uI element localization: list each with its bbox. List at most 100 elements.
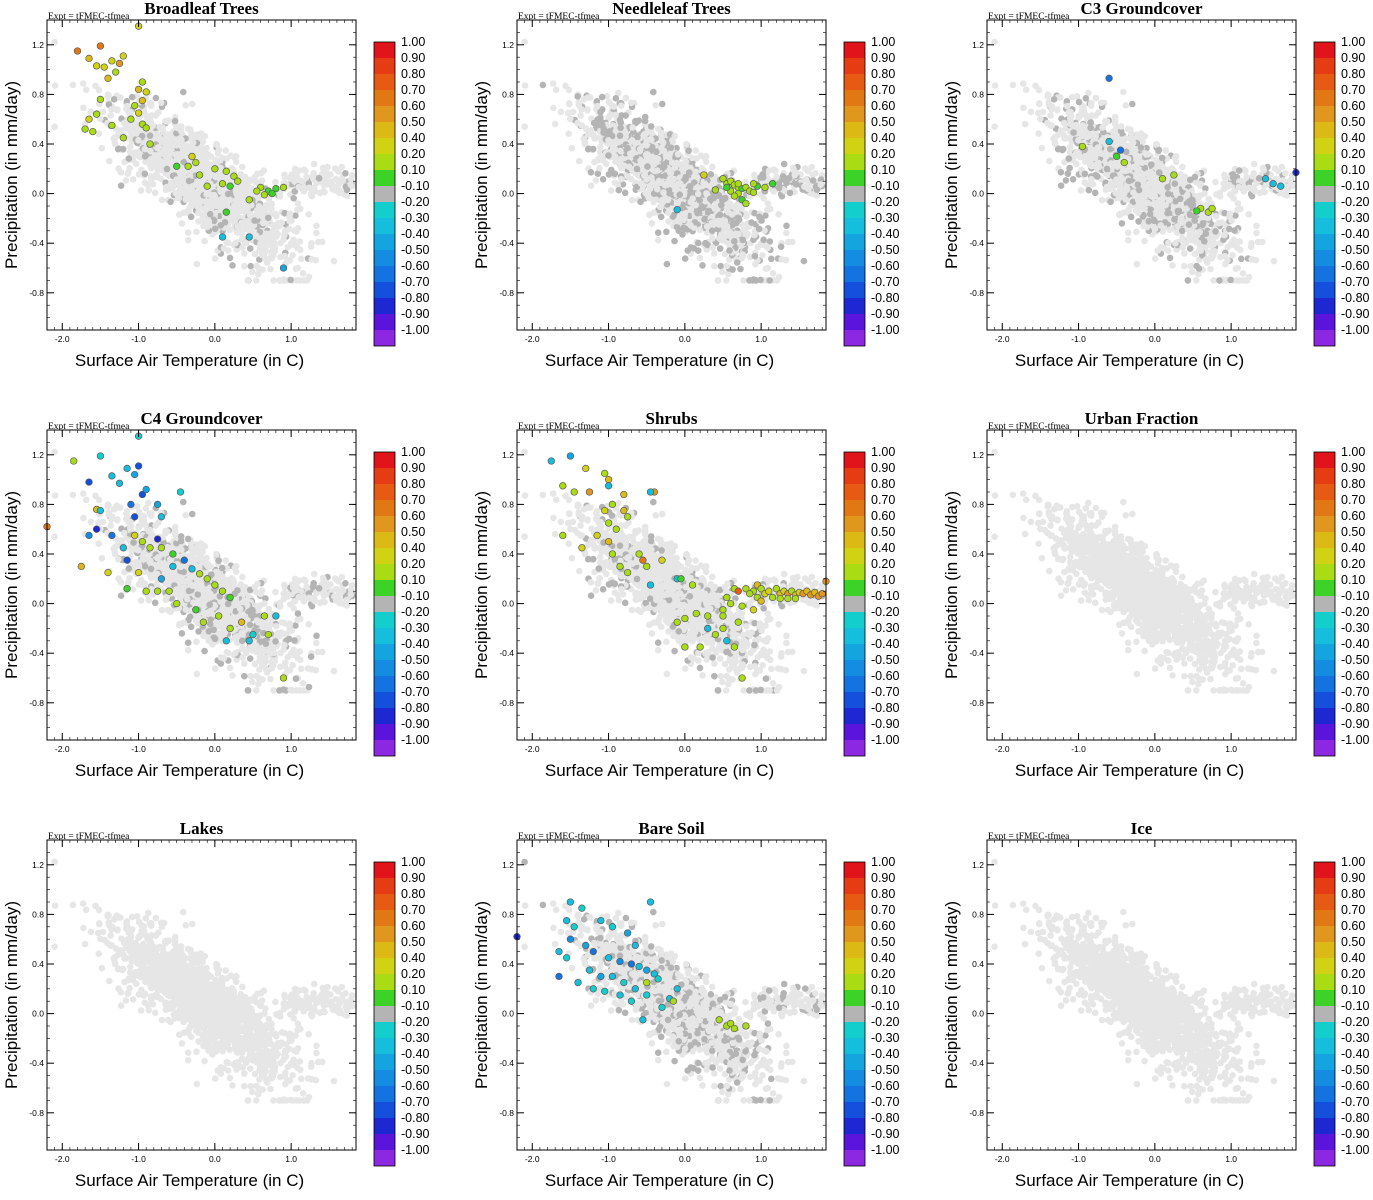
colored-point xyxy=(253,187,261,195)
data-point xyxy=(147,102,155,109)
data-point xyxy=(230,166,237,174)
data-point xyxy=(636,145,644,153)
data-point xyxy=(726,247,733,254)
colorbar-swatch xyxy=(374,138,395,154)
y-tick-label: -0.8 xyxy=(499,288,514,298)
colorbar: 1.000.900.800.700.600.500.400.200.10-0.1… xyxy=(373,35,430,347)
colored-point xyxy=(218,180,227,188)
data-point xyxy=(716,245,724,252)
colored-point xyxy=(734,180,742,188)
data-point xyxy=(663,228,670,236)
y-tick-label: -0.8 xyxy=(29,288,44,298)
data-point xyxy=(1129,100,1136,108)
data-point xyxy=(1127,213,1135,221)
data-point xyxy=(107,112,114,119)
data-point xyxy=(665,209,672,217)
data-point xyxy=(159,124,166,131)
data-point xyxy=(247,262,255,270)
data-point xyxy=(605,98,613,106)
data-point xyxy=(587,169,595,176)
data-point xyxy=(777,243,785,250)
data-point xyxy=(740,277,747,284)
data-point xyxy=(696,226,703,234)
data-point xyxy=(1085,186,1093,194)
data-point xyxy=(339,177,347,184)
data-point xyxy=(664,196,672,204)
data-point xyxy=(596,164,603,172)
data-point xyxy=(594,170,602,177)
colored-point xyxy=(92,62,101,70)
data-point xyxy=(137,187,145,194)
data-point xyxy=(707,171,715,178)
y-tick-label: 1.2 xyxy=(32,40,44,50)
data-point xyxy=(617,119,625,126)
data-point xyxy=(253,207,261,214)
data-point xyxy=(151,189,159,197)
colorbar-label: -1.00 xyxy=(401,323,430,337)
colored-point xyxy=(234,177,242,185)
data-point xyxy=(182,102,189,109)
data-point xyxy=(1060,119,1068,127)
data-point xyxy=(784,238,792,246)
data-point xyxy=(1062,177,1070,184)
data-point xyxy=(239,235,246,242)
data-point xyxy=(734,214,742,222)
data-point xyxy=(790,166,798,174)
data-point xyxy=(110,96,118,103)
colorbar-swatch xyxy=(374,186,395,202)
data-point xyxy=(1050,96,1058,103)
data-point xyxy=(1123,167,1131,174)
data-point xyxy=(637,180,645,187)
data-point xyxy=(1122,196,1130,203)
data-point xyxy=(1048,106,1055,113)
data-point xyxy=(1141,237,1148,245)
data-point xyxy=(298,255,305,263)
data-point xyxy=(1179,235,1186,242)
data-point xyxy=(665,153,673,161)
data-point xyxy=(171,117,179,125)
data-point xyxy=(648,220,656,227)
data-point xyxy=(705,207,713,215)
data-point xyxy=(701,180,709,187)
data-point xyxy=(783,222,790,230)
colorbar-label: -0.40 xyxy=(871,227,900,241)
data-point xyxy=(305,184,313,192)
colorbar-label: -0.20 xyxy=(871,195,900,209)
colorbar-swatch xyxy=(374,202,395,218)
data-point xyxy=(310,160,318,168)
data-point xyxy=(295,183,303,191)
data-point xyxy=(1245,211,1252,218)
data-point xyxy=(521,123,528,130)
data-point xyxy=(1247,243,1255,250)
data-point xyxy=(737,265,744,273)
data-point xyxy=(1153,140,1160,148)
data-point xyxy=(716,211,724,219)
data-point xyxy=(566,100,573,107)
data-point xyxy=(550,104,557,112)
data-point xyxy=(241,262,248,270)
data-point xyxy=(1232,265,1240,273)
data-point xyxy=(772,167,779,175)
data-point xyxy=(201,237,208,245)
data-point xyxy=(709,235,716,242)
data-point xyxy=(235,207,243,215)
data-point xyxy=(805,185,812,193)
data-point xyxy=(628,196,636,204)
data-point xyxy=(197,144,205,151)
data-point xyxy=(135,137,142,144)
data-point xyxy=(714,277,722,284)
data-point xyxy=(732,230,740,237)
colored-point xyxy=(222,208,230,216)
colorbar-swatch xyxy=(374,42,395,58)
data-point xyxy=(114,107,121,114)
colored-point xyxy=(761,183,769,192)
data-point xyxy=(69,81,77,89)
data-point xyxy=(599,176,607,183)
data-point xyxy=(654,185,661,193)
data-point xyxy=(185,177,193,185)
x-tick-label: -1.0 xyxy=(601,334,616,344)
data-point xyxy=(775,273,783,281)
data-point xyxy=(105,101,113,108)
data-point xyxy=(117,169,125,176)
